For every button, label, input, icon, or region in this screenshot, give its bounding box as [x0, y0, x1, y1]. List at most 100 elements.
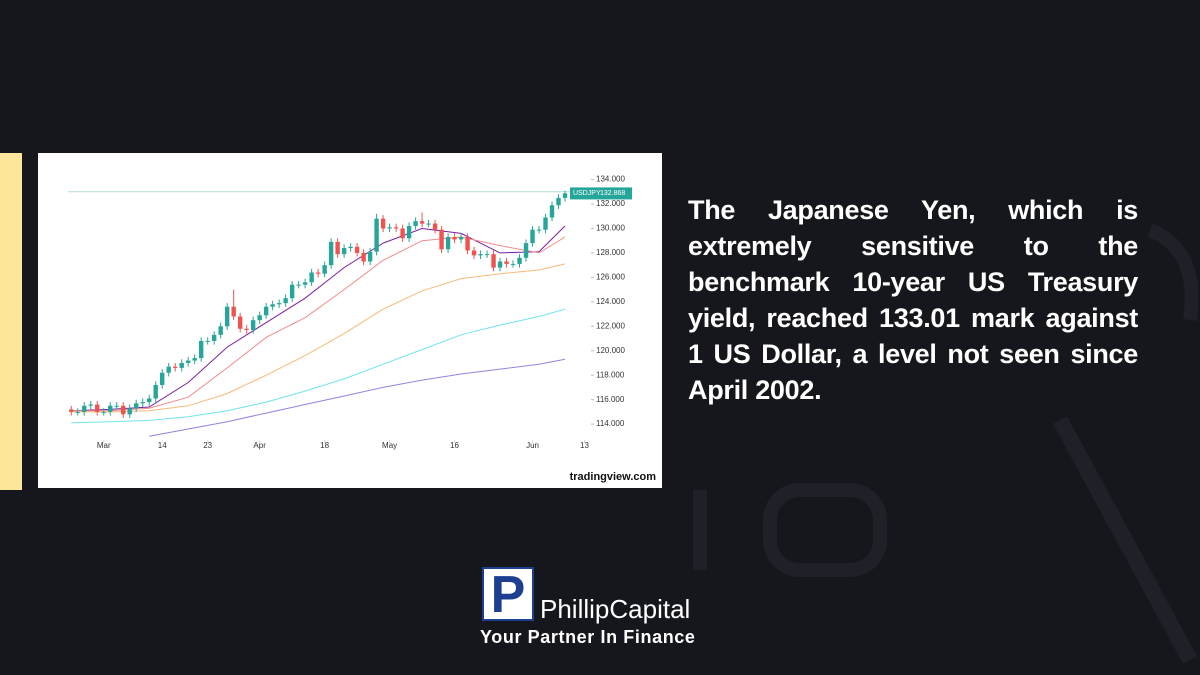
candle-body — [510, 263, 516, 265]
x-tick-label: 18 — [320, 441, 329, 450]
candle-body — [562, 193, 568, 198]
candle-body — [160, 372, 165, 385]
chart: 114.000 116.000 118.000 120.000 122.000 124.0… — [68, 175, 656, 483]
candle-body — [237, 316, 243, 329]
candle-body — [82, 405, 87, 412]
y-tick-label: 128.000 — [596, 248, 625, 257]
candle-body — [198, 340, 204, 359]
candle-body — [530, 229, 535, 244]
candle-body — [121, 405, 126, 415]
candle-body — [393, 227, 399, 229]
y-tick-label: 120.000 — [596, 346, 625, 355]
x-tick-label: 14 — [158, 441, 167, 450]
candle-body — [328, 241, 334, 266]
candle-body — [445, 237, 451, 250]
candle-body — [335, 241, 340, 255]
candle-body — [95, 404, 100, 412]
candle-body — [244, 328, 249, 330]
candle-body — [218, 326, 223, 335]
candle-body — [250, 320, 256, 330]
candle-body — [439, 229, 444, 250]
candle-body — [211, 334, 217, 341]
candle-body — [497, 261, 503, 268]
candle-body — [172, 366, 178, 368]
chart-panel: 114.000 116.000 118.000 120.000 122.000 124.0… — [38, 153, 662, 488]
candle-body — [400, 228, 405, 239]
moving-average — [71, 225, 566, 412]
candle-body — [289, 284, 295, 299]
x-tick-label: Mar — [97, 441, 111, 450]
candle-body — [205, 340, 210, 342]
candle-body — [185, 360, 191, 363]
x-tick-label: 13 — [580, 441, 589, 450]
brand-name: PhillipCapital — [540, 594, 691, 624]
price-tag-value: 132.868 — [600, 190, 625, 197]
candle-body — [296, 284, 301, 286]
candle-body — [127, 408, 132, 415]
candle-body — [361, 252, 366, 262]
candle-body — [549, 205, 555, 218]
moving-average — [71, 236, 566, 412]
candle-body — [166, 366, 171, 373]
candle-body — [523, 243, 529, 258]
candle-body — [432, 223, 438, 230]
candle-body — [491, 254, 496, 268]
candle-body — [348, 246, 353, 249]
y-tick-label: 124.000 — [596, 297, 625, 306]
candle-body — [543, 217, 548, 230]
candle-body — [283, 298, 288, 304]
candle-body — [484, 254, 490, 256]
price-tag-symbol: USDJPY — [573, 190, 601, 197]
candle-body — [536, 229, 542, 231]
candle-body — [426, 223, 431, 225]
candle-body — [108, 405, 113, 412]
candle-body — [270, 304, 275, 307]
x-tick-label: May — [382, 441, 397, 450]
candle-body — [341, 248, 347, 255]
price-tag — [570, 187, 632, 200]
y-tick-label: 134.000 — [596, 175, 625, 184]
candle-body — [179, 362, 184, 368]
x-tick-label: Jun — [526, 441, 539, 450]
candle-body — [224, 306, 230, 327]
candle-body — [101, 411, 106, 413]
candle-body — [276, 303, 282, 305]
candle-body — [465, 237, 470, 251]
candle-body — [302, 282, 308, 285]
y-tick-label: 130.000 — [596, 224, 625, 233]
y-tick-label: 116.000 — [596, 395, 625, 404]
candle-body — [263, 306, 269, 316]
candle-body — [452, 237, 457, 240]
moving-average — [71, 308, 566, 424]
moving-average — [149, 358, 566, 437]
y-tick-label: 126.000 — [596, 272, 625, 281]
y-tick-label: 122.000 — [596, 321, 625, 330]
candle-body — [517, 257, 522, 264]
x-tick-label: 23 — [203, 441, 212, 450]
candle-body — [114, 405, 119, 407]
candle-body — [387, 227, 392, 229]
candle-body — [406, 226, 412, 239]
y-tick-label: 132.000 — [596, 199, 625, 208]
candle-body — [88, 404, 93, 406]
body-text: The Japanese Yen, which is extremely sen… — [688, 195, 1138, 405]
x-tick-label: Apr — [253, 441, 266, 450]
candle-body — [413, 221, 418, 227]
candle-body — [257, 315, 262, 321]
candle-body — [69, 409, 74, 412]
candle-body — [75, 411, 80, 413]
y-tick-label: 114.000 — [596, 419, 625, 428]
candle-body — [192, 358, 197, 361]
moving-average — [71, 263, 566, 413]
candle-body — [315, 272, 321, 274]
candle-body — [354, 246, 360, 253]
y-tick-label: 118.000 — [596, 370, 625, 379]
accent-bar — [0, 153, 22, 490]
tagline: Your Partner In Finance — [480, 627, 696, 647]
decor-shape — [1147, 223, 1199, 321]
candle-body — [419, 221, 425, 224]
candle-body — [367, 251, 373, 262]
candle-body — [504, 261, 509, 264]
candle-body — [380, 218, 386, 229]
